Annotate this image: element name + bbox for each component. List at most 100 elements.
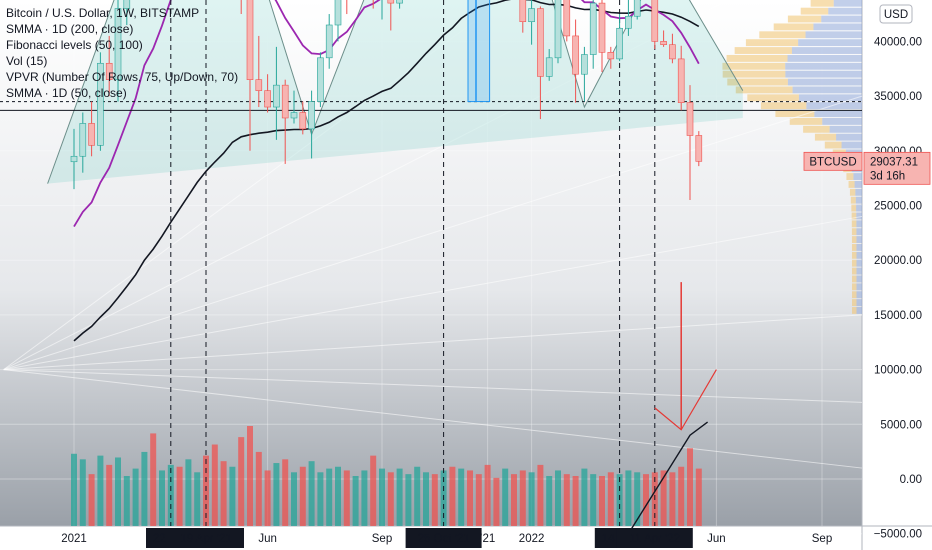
legend-smma50[interactable]: SMMA · 1D (50, close) [6, 86, 127, 100]
currency-badge[interactable]: USD [884, 9, 908, 21]
date-marker-label: 25 Oct '21 [418, 533, 470, 545]
vpvr-row-down [798, 39, 862, 47]
volume-bar [141, 451, 148, 526]
date-marker-badge [405, 528, 482, 548]
candle-body [669, 44, 676, 60]
vpvr-row-down [805, 31, 862, 39]
vpvr-row-up [803, 125, 830, 133]
vpvr-row-down [856, 283, 862, 291]
volume-bar [458, 468, 465, 526]
volume-bar [335, 466, 341, 526]
volume-bar [176, 466, 183, 526]
vpvr-row-down [856, 251, 862, 259]
time-tick-label: 2022 [519, 533, 545, 545]
legend-smma200[interactable]: SMMA · 1D (200, close) [6, 22, 134, 36]
plot-background [0, 0, 862, 526]
vpvr-row-up [789, 117, 823, 125]
volume-bar [678, 466, 685, 526]
volume-bar [88, 474, 95, 526]
projection-zigzag [654, 369, 717, 431]
vpvr-row-down [785, 62, 862, 70]
vpvr-row-down [854, 180, 862, 188]
vpvr-row-up [735, 86, 793, 94]
vpvr-row-down [833, 0, 862, 7]
vpvr-row-up [800, 7, 829, 15]
volume-bar [546, 476, 553, 526]
volume-bar [625, 470, 632, 526]
volume-bar [687, 448, 693, 526]
vpvr-row-up [727, 78, 788, 86]
date-marker-badge [616, 528, 693, 548]
volume-bar [449, 466, 456, 526]
vpvr-row-down [855, 188, 862, 196]
volume-bar [123, 476, 130, 526]
volume-bar [616, 474, 623, 526]
price-badge-bg [863, 151, 931, 185]
vpvr-row-down [791, 47, 862, 54]
legend-vpvr[interactable]: VPVR (Number Of Rows, 75, Up/Down, 70) [6, 70, 239, 84]
volume-bar [194, 472, 201, 526]
vpvr-row-up [851, 299, 857, 307]
vpvr-row-down [856, 299, 862, 307]
volume-bar [326, 468, 333, 526]
vpvr-row-up [851, 204, 857, 212]
vpvr-row-up [851, 267, 857, 275]
vpvr-row-down [853, 173, 862, 180]
fib-fan-line [3, 95, 863, 371]
vpvr-row-up [722, 70, 786, 78]
legend-volume[interactable]: Vol (15) [6, 54, 48, 68]
candle-body [686, 102, 694, 136]
vpvr-row-up [848, 180, 855, 188]
fib-fan-line [3, 215, 863, 371]
volume-bar [343, 470, 350, 526]
candle-body [677, 58, 685, 103]
axis-badges: BTCUSD 29037.31 3d 16h USD [803, 4, 931, 185]
volume-bar [150, 433, 157, 526]
candle-body [123, 0, 131, 9]
fib-fan-line [3, 0, 730, 371]
vpvr-row-down [822, 117, 862, 125]
candle-body [317, 57, 324, 102]
vpvr-row-down [785, 70, 862, 78]
vpvr-row-down [856, 307, 862, 314]
candle-body [299, 112, 307, 130]
vpvr-row-down [856, 212, 862, 220]
candle-body [325, 24, 333, 59]
candle-body [97, 62, 104, 146]
volume-bar [590, 474, 597, 526]
vpvr-row-up [851, 220, 857, 228]
vpvr-row-up [851, 291, 857, 299]
vpvr-row-down [856, 228, 862, 236]
volume-bar [308, 461, 315, 526]
vpvr-row-up [824, 141, 842, 149]
date-marker-label: 19 Apr '21 [180, 533, 231, 545]
candle-body [607, 52, 615, 60]
legend-fibonacci[interactable]: Fibonacci levels (50, 100) [6, 38, 143, 52]
fib-fan-line [3, 369, 863, 403]
volume-bar [379, 468, 385, 526]
candle-body [545, 57, 553, 77]
volume-bar [352, 476, 359, 526]
volume-bar [405, 474, 412, 526]
vpvr-row-up [810, 0, 834, 7]
candle-body [387, 0, 395, 4]
candle-body [88, 123, 95, 146]
vpvr-row-down [821, 15, 862, 23]
volume-bar [115, 457, 121, 526]
volume-bar [317, 472, 324, 526]
head-and-shoulders-pattern [47, 0, 744, 184]
vpvr-row-down [806, 102, 862, 110]
horizontal-levels [0, 101, 862, 111]
vpvr-row-up [787, 15, 822, 23]
time-tick-label: Sep [812, 533, 832, 545]
vpvr-row-down [787, 54, 862, 62]
volume-bar [238, 437, 245, 526]
vpvr-row-down [856, 259, 862, 267]
volume-bar [431, 474, 438, 526]
candle-body [105, 62, 113, 80]
price-tick-label: 25000.00 [874, 201, 922, 213]
chart-legend: Bitcoin / U.S. Dollar, 1W, BITSTAMP SMMA… [6, 5, 238, 101]
vpvr-row-up [851, 251, 857, 259]
vpvr-row-down [813, 23, 862, 31]
